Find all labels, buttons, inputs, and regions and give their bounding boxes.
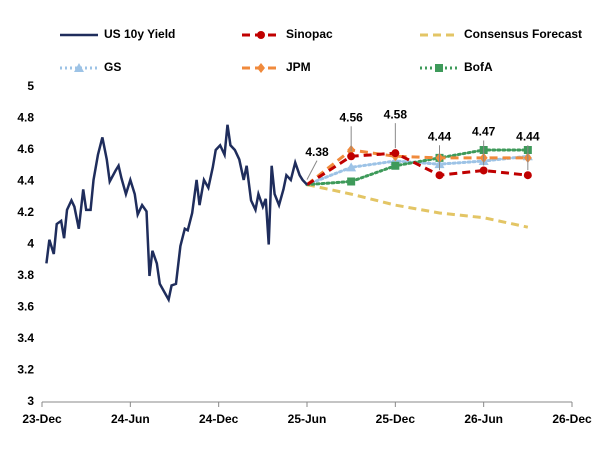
point: [346, 162, 357, 172]
legend-label: BofA: [464, 60, 493, 74]
data-label: 4.58: [384, 107, 408, 121]
legend-label: US 10y Yield: [104, 27, 175, 41]
series-line: [306, 183, 529, 229]
data-label: 4.44: [516, 129, 540, 143]
label-leader: [306, 160, 318, 180]
y-tick-label: 4.2: [17, 205, 34, 219]
series-line: [306, 151, 528, 186]
x-tick-label: 26-Jun: [464, 412, 503, 426]
point: [479, 166, 488, 175]
data-label: 4.56: [339, 110, 363, 124]
y-tick-label: 4.6: [17, 142, 34, 156]
y-tick-label: 4.8: [17, 111, 34, 125]
x-tick-label: 23-Dec: [22, 412, 62, 426]
legend-label: JPM: [286, 60, 311, 74]
series-line: [45, 124, 308, 304]
point: [74, 63, 84, 72]
point: [523, 171, 532, 180]
point: [435, 171, 444, 180]
y-tick-label: 3.4: [17, 331, 34, 345]
y-tick-label: 4.4: [17, 174, 34, 188]
point: [435, 64, 443, 72]
point: [347, 152, 356, 161]
x-tick-label: 25-Jun: [288, 412, 327, 426]
legend-label: GS: [104, 60, 121, 74]
series-line: [305, 148, 530, 187]
point: [391, 149, 400, 158]
y-tick-label: 3.8: [17, 268, 34, 282]
data-label: 4.47: [472, 125, 496, 139]
legend-label: Consensus Forecast: [464, 27, 582, 41]
y-tick-label: 3.2: [17, 363, 34, 377]
y-tick-label: 5: [27, 79, 34, 93]
point: [257, 31, 265, 39]
legend-label: Sinopac: [286, 27, 333, 41]
x-tick-label: 25-Dec: [376, 412, 416, 426]
x-tick-label: 24-Jun: [111, 412, 150, 426]
point: [257, 63, 265, 73]
data-label: 4.38: [305, 145, 329, 159]
data-label: 4.44: [428, 129, 452, 143]
x-tick-label: 26-Dec: [552, 412, 592, 426]
point: [391, 161, 400, 170]
series-line: [306, 148, 528, 186]
point: [347, 177, 356, 186]
y-tick-label: 3.6: [17, 300, 34, 314]
y-tick-label: 4: [27, 237, 34, 251]
y-tick-label: 3: [27, 394, 34, 408]
x-tick-label: 24-Dec: [199, 412, 239, 426]
